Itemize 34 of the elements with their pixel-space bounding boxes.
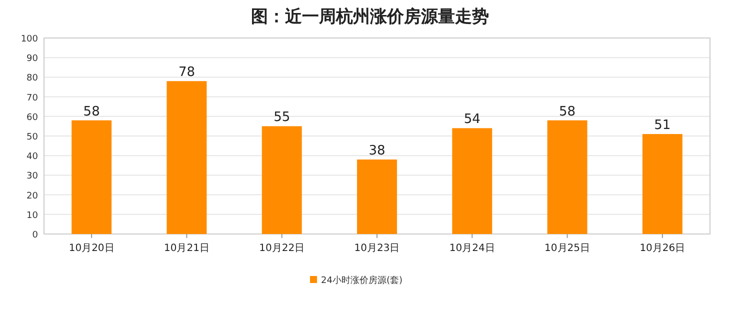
x-tick-label: 10月22日: [259, 243, 305, 254]
x-tick-label: 10月24日: [449, 243, 495, 254]
y-tick-label: 90: [26, 54, 38, 64]
bar: [452, 128, 492, 234]
x-tick-label: 10月20日: [68, 243, 114, 254]
y-tick-label: 40: [26, 152, 38, 162]
data-label: 38: [368, 144, 386, 159]
y-tick-label: 20: [26, 191, 38, 202]
y-tick-label: 70: [26, 93, 38, 104]
bar: [262, 126, 302, 234]
legend-label: 24小时涨价房源(套): [321, 275, 402, 286]
data-label: 78: [178, 65, 195, 80]
y-tick-label: 30: [26, 172, 38, 182]
data-label: 55: [274, 110, 290, 126]
x-tick-label: 10月25日: [544, 243, 590, 254]
data-label: 58: [559, 104, 576, 120]
x-tick-label: 10月26日: [640, 243, 686, 254]
y-tick-label: 50: [26, 132, 38, 142]
y-tick-label: 60: [26, 112, 38, 123]
y-tick-label: 10: [26, 210, 38, 221]
x-tick-label: 10月21日: [164, 243, 210, 254]
y-tick-label: 0: [32, 230, 38, 240]
bar: [357, 160, 397, 234]
data-label: 58: [83, 104, 100, 120]
y-tick-label: 80: [26, 74, 38, 84]
data-label: 54: [464, 112, 480, 128]
chart-title: 图：近一周杭州涨价房源量走势: [251, 7, 489, 27]
bar: [72, 120, 112, 234]
y-tick-label: 100: [20, 34, 38, 44]
data-label: 51: [654, 118, 671, 134]
x-tick-label: 10月23日: [354, 243, 400, 254]
bar: [166, 81, 207, 234]
bar: [547, 120, 588, 234]
bar: [642, 134, 682, 234]
